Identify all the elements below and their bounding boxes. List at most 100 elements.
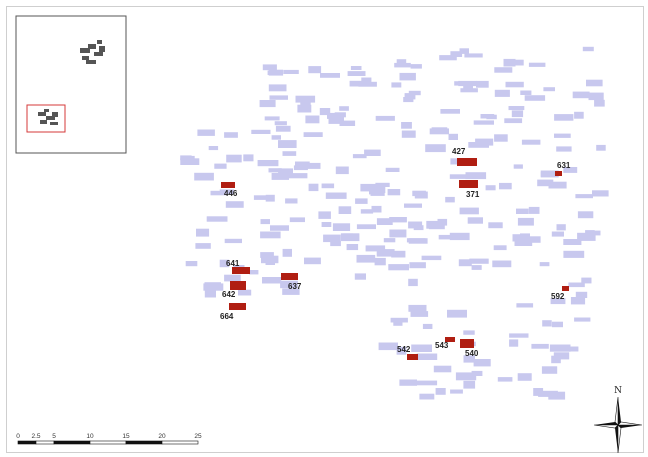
building-footprint (513, 164, 523, 169)
building-footprint (340, 233, 360, 242)
inset-building-cluster (99, 46, 105, 52)
scale-bar-segment (161, 440, 199, 445)
building-footprint (360, 183, 378, 192)
highlighted-building-371 (459, 180, 478, 188)
building-footprint (412, 190, 426, 197)
inset-frame (15, 15, 127, 154)
building-footprint (554, 133, 571, 138)
building-footprint (271, 173, 289, 180)
building-footprint (304, 257, 321, 265)
scale-bar-segment (125, 440, 163, 445)
building-footprint (538, 390, 558, 397)
building-footprint (297, 104, 312, 113)
building-footprint (553, 352, 570, 360)
highlighted-building-446 (221, 182, 235, 188)
building-footprint (505, 81, 524, 88)
building-footprint (356, 254, 376, 263)
highlighted-building-542 (407, 354, 418, 360)
building-footprint (488, 222, 503, 229)
scale-bar-tick-label: 15 (122, 433, 130, 440)
building-footprint (280, 280, 298, 289)
scale-bar-tick-label: 20 (158, 433, 166, 440)
building-footprint (283, 69, 299, 74)
building-footprint (262, 277, 282, 284)
building-id-label: 642 (222, 290, 236, 299)
building-footprint (549, 344, 571, 352)
building-footprint (494, 67, 513, 73)
building-footprint (389, 217, 407, 223)
building-footprint (458, 80, 477, 87)
building-footprint (253, 195, 274, 200)
inset-building-cluster (38, 112, 46, 116)
building-footprint (480, 114, 495, 119)
building-footprint (262, 64, 277, 71)
buildings-layer (180, 46, 609, 400)
building-footprint (271, 135, 281, 140)
building-footprint (471, 265, 482, 270)
building-footprint (585, 230, 595, 237)
building-footprint (540, 170, 559, 178)
building-footprint (531, 343, 549, 349)
building-footprint (375, 115, 395, 121)
building-footprint (197, 129, 215, 136)
building-footprint (195, 243, 211, 249)
building-footprint (494, 134, 508, 142)
building-footprint (433, 365, 452, 373)
building-footprint (320, 73, 340, 78)
building-footprint (355, 198, 368, 204)
building-footprint (469, 258, 489, 264)
inset-building-cluster (88, 44, 96, 49)
building-footprint (510, 59, 524, 66)
inset-building-cluster (82, 56, 89, 60)
building-footprint (295, 161, 310, 168)
building-footprint (596, 144, 606, 151)
building-footprint (264, 116, 280, 121)
scale-bar-segment (35, 440, 55, 445)
building-footprint (541, 366, 558, 374)
building-footprint (270, 225, 289, 231)
building-footprint (578, 234, 596, 241)
building-footprint (551, 355, 561, 364)
building-footprint (323, 234, 341, 243)
building-id-label: 592 (551, 292, 565, 301)
building-footprint (410, 311, 429, 317)
building-footprint (521, 139, 541, 145)
building-footprint (463, 330, 475, 335)
building-footprint (275, 125, 291, 132)
building-footprint (360, 209, 374, 214)
scale-bar-tick-label: 0 (16, 433, 20, 440)
building-footprint (394, 62, 411, 68)
building-footprint (374, 257, 386, 266)
highlighted-building-641 (232, 267, 250, 274)
building-footprint (404, 93, 416, 100)
building-footprint (429, 128, 449, 135)
building-footprint (208, 146, 219, 151)
building-footprint (564, 346, 579, 352)
scale-bar-segment (17, 440, 37, 445)
building-footprint (517, 217, 534, 226)
inset-building-cluster (97, 40, 102, 44)
building-footprint (440, 109, 460, 114)
building-id-label: 540 (465, 349, 479, 358)
building-footprint (422, 323, 433, 329)
building-footprint (455, 372, 477, 381)
building-footprint (521, 236, 541, 243)
building-footprint (327, 112, 344, 119)
building-id-label: 542 (397, 345, 411, 354)
building-footprint (282, 288, 300, 295)
building-footprint (308, 183, 319, 192)
building-footprint (364, 149, 381, 156)
building-footprint (383, 238, 396, 243)
building-footprint (574, 317, 591, 322)
north-label: N (614, 386, 622, 396)
building-footprint (391, 250, 406, 258)
building-footprint (214, 163, 227, 169)
building-footprint (514, 239, 533, 246)
inset-building-cluster (52, 112, 58, 117)
building-footprint (586, 79, 603, 87)
highlighted-building-631 (555, 171, 562, 176)
building-footprint (393, 320, 403, 326)
building-footprint (376, 218, 393, 225)
building-footprint (185, 261, 198, 267)
scale-bar-tick-label: 10 (86, 433, 94, 440)
